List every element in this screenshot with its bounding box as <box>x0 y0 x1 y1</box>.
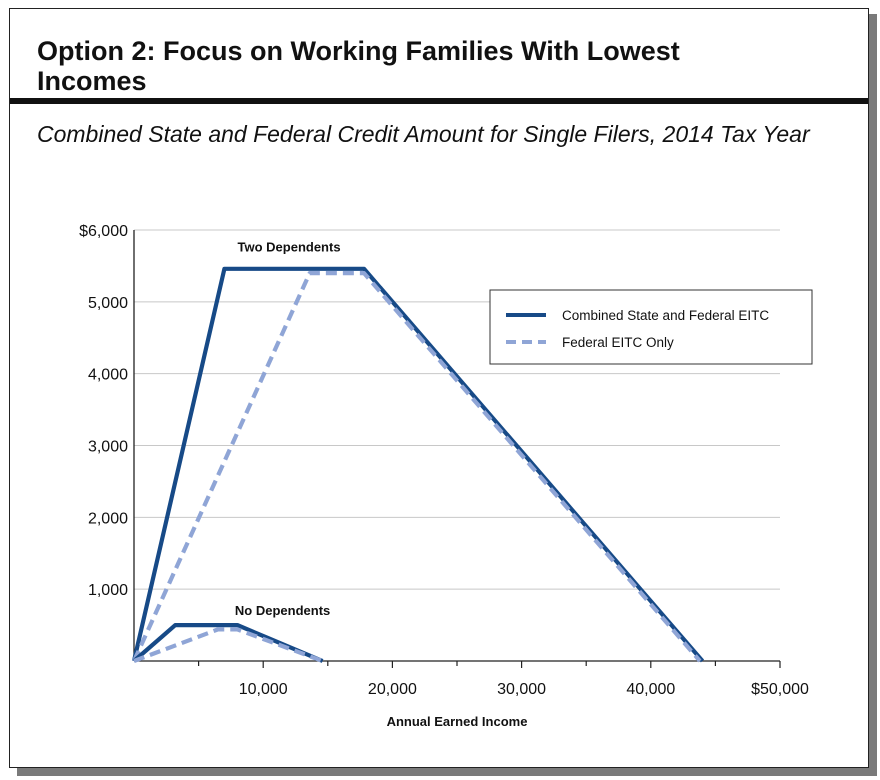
annotations: Two Dependents No Dependents <box>235 240 341 618</box>
federal-eitc-line-no-dependents <box>133 627 324 663</box>
legend: Combined State and Federal EITC Federal … <box>489 289 813 365</box>
combined-eitc-line-two-dependents <box>131 266 705 663</box>
axes: 1,000 2,000 3,000 4,000 5,000 $6,000 10,000 20,… <box>79 223 809 698</box>
x-tick-label: 20,000 <box>368 681 417 698</box>
gridlines <box>134 229 780 590</box>
federal-eitc-line-two-dependents <box>132 271 702 663</box>
series-group-label: No Dependents <box>235 603 330 618</box>
y-tick-label: 1,000 <box>88 582 128 599</box>
y-tick-label: 4,000 <box>88 367 128 384</box>
figure-subtitle: Combined State and Federal Credit Amount… <box>37 121 810 147</box>
y-tick-label: $6,000 <box>79 223 128 240</box>
legend-label-combined: Combined State and Federal EITC <box>562 308 769 323</box>
x-tick-label: 10,000 <box>239 681 288 698</box>
figure-frame: Option 2: Focus on Working Families With… <box>9 8 869 768</box>
series-lines <box>131 266 705 663</box>
y-tick-label: 5,000 <box>88 295 128 312</box>
legend-label-federal: Federal EITC Only <box>562 335 674 350</box>
y-tick-label: 2,000 <box>88 510 128 527</box>
y-tick-label: 3,000 <box>88 439 128 456</box>
legend-box <box>489 289 813 365</box>
x-axis-title: Annual Earned Income <box>387 714 528 729</box>
series-group-label: Two Dependents <box>238 240 341 255</box>
combined-eitc-line-no-dependents <box>132 622 324 663</box>
title-band: Option 2: Focus on Working Families With… <box>10 9 868 104</box>
x-tick-label: $50,000 <box>751 681 809 698</box>
x-tick-label: 30,000 <box>497 681 546 698</box>
figure-title: Option 2: Focus on Working Families With… <box>37 36 680 96</box>
x-tick-label: 40,000 <box>626 681 675 698</box>
